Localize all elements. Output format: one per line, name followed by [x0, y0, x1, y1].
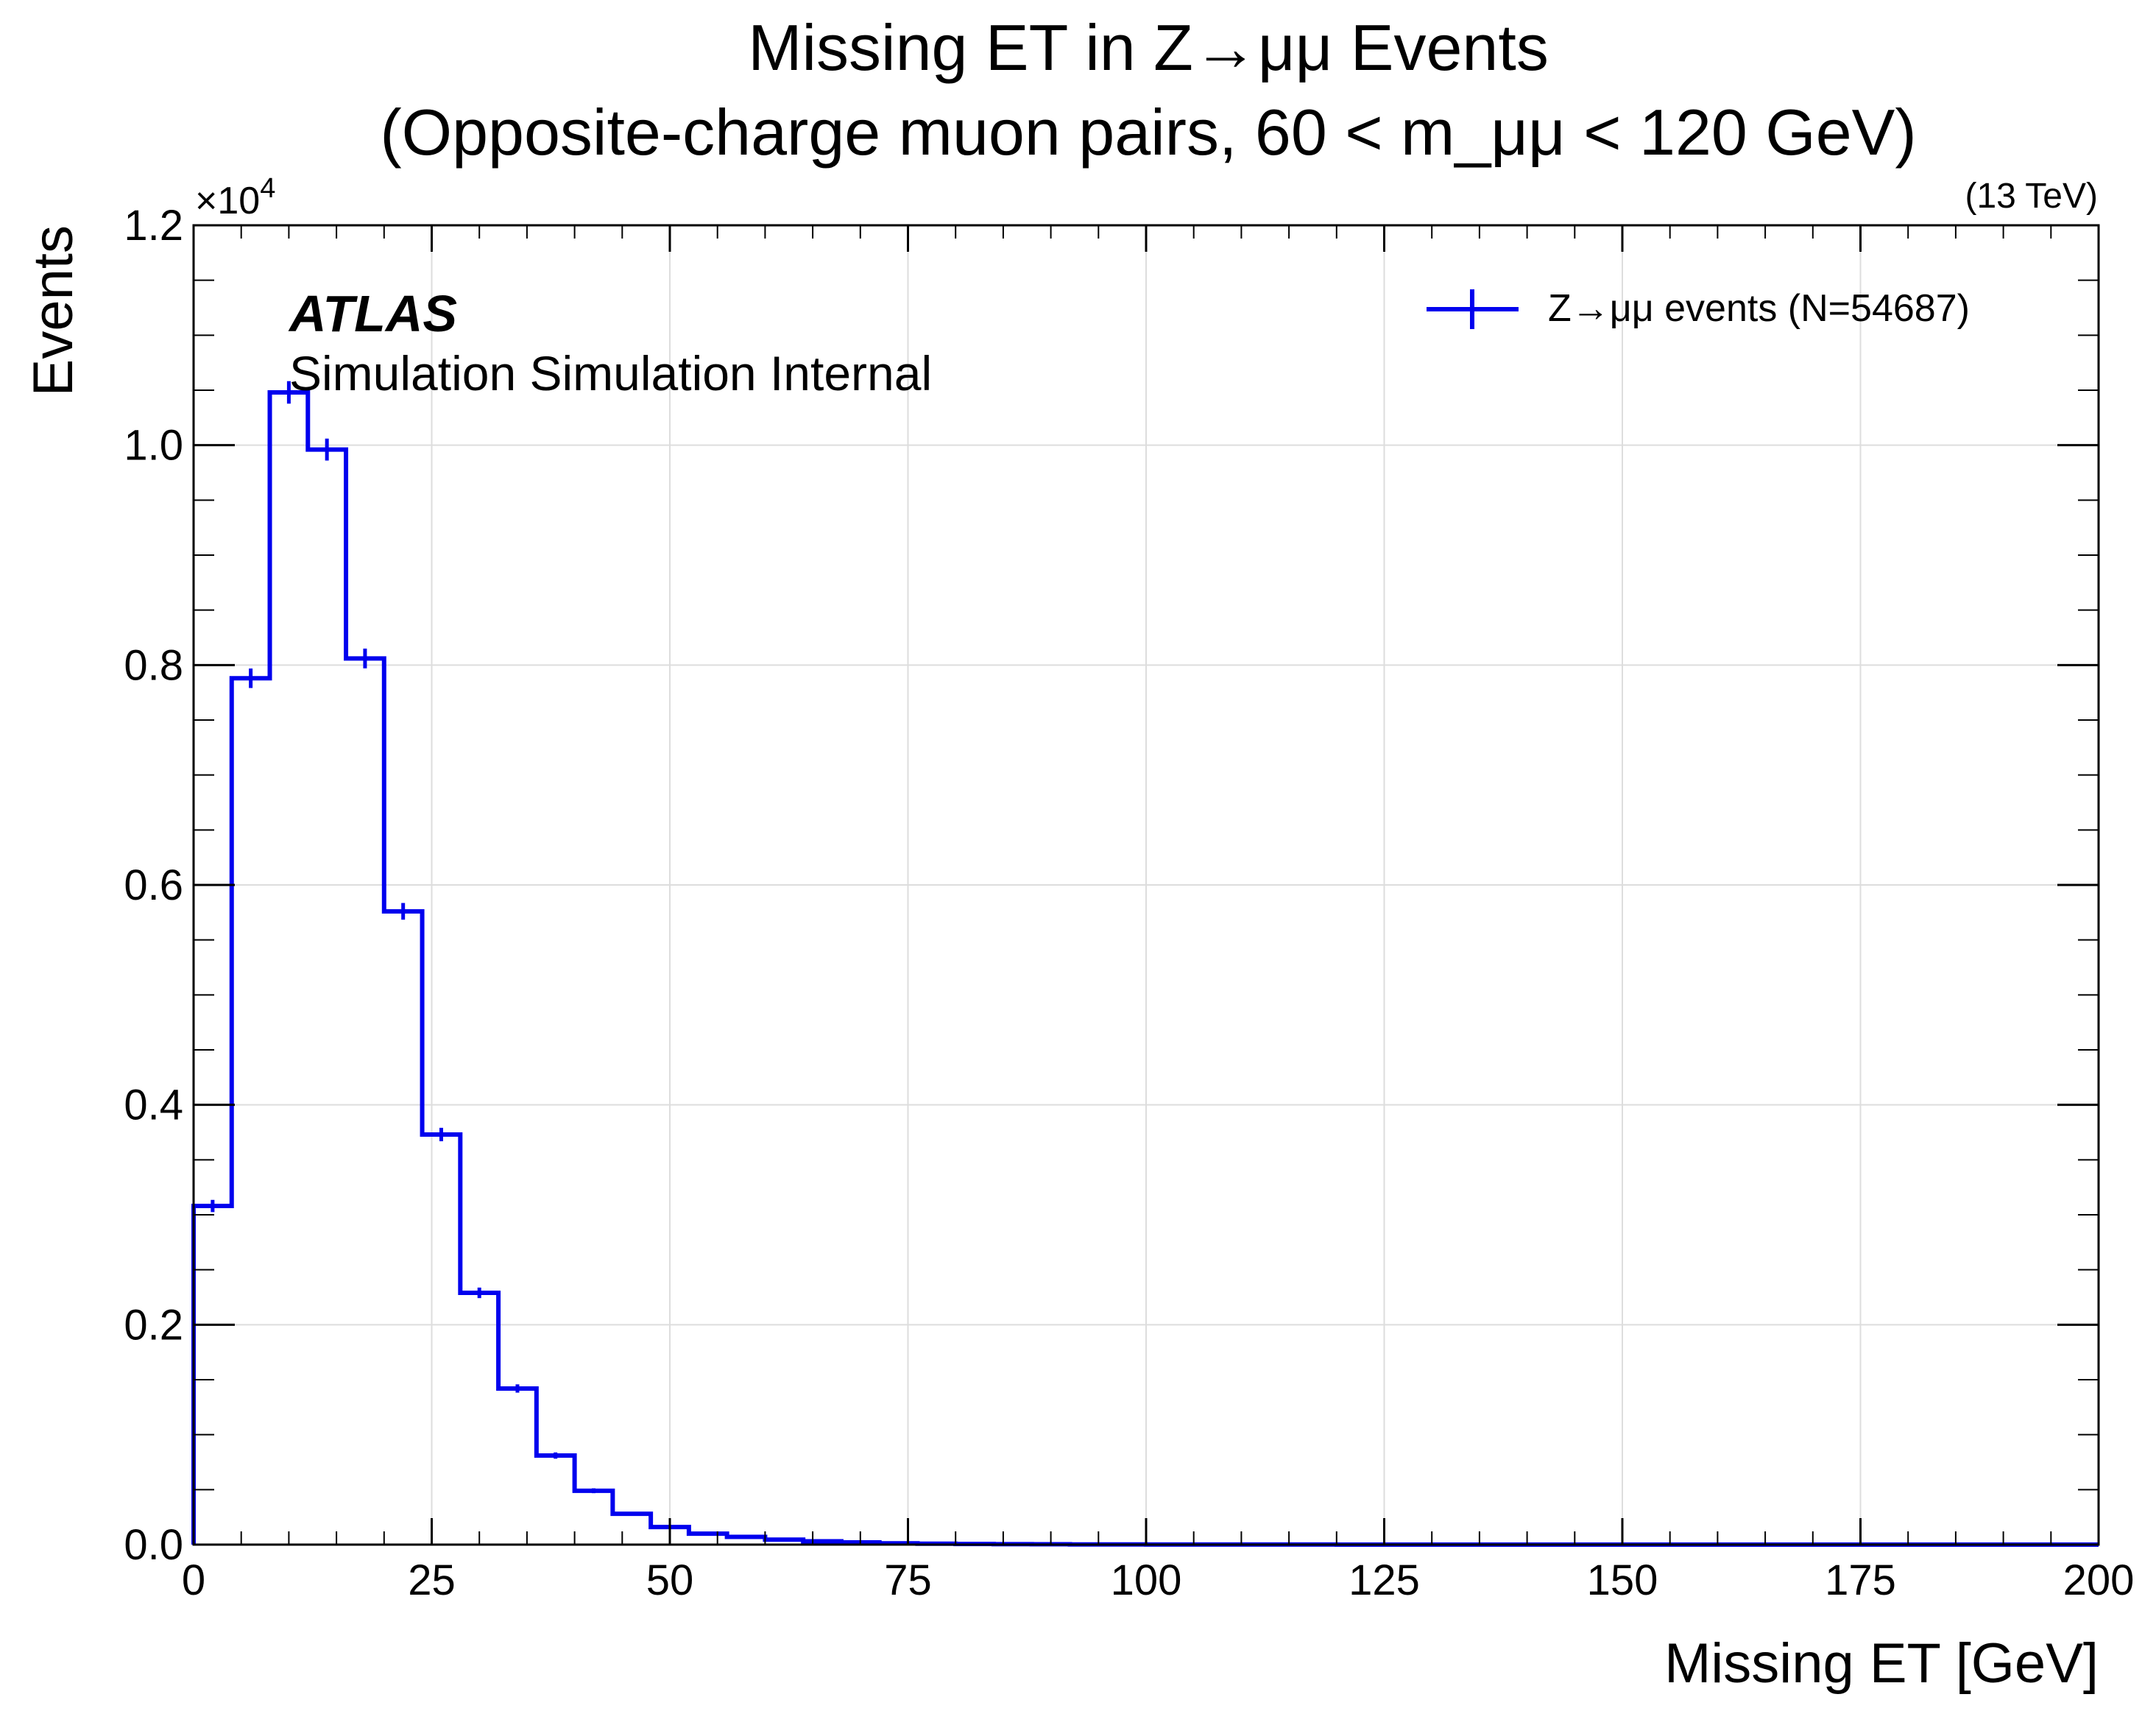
y-multiplier: ×104 — [195, 173, 275, 222]
x-tick-labels: 0 25 50 75 100 125 150 175 200 — [182, 1556, 2135, 1604]
x-tick-label: 25 — [408, 1556, 456, 1604]
chart-title-line1: Missing ET in Z→μμ Events — [748, 11, 1549, 84]
y-tick-label: 0.2 — [124, 1301, 183, 1349]
experiment-label: ATLAS — [288, 285, 457, 342]
x-tick-label: 175 — [1825, 1556, 1896, 1604]
chart-title-line2: (Opposite-charge muon pairs, 60 < m_μμ <… — [380, 96, 1916, 169]
energy-label: (13 TeV) — [1965, 177, 2098, 216]
y-tick-label: 0.0 — [124, 1521, 183, 1569]
x-tick-label: 200 — [2063, 1556, 2135, 1604]
x-tick-label: 50 — [646, 1556, 694, 1604]
y-multiplier-exponent: 4 — [260, 173, 275, 204]
x-tick-label: 150 — [1587, 1556, 1658, 1604]
x-tick-label: 125 — [1349, 1556, 1420, 1604]
x-tick-label: 0 — [182, 1556, 205, 1604]
plot-frame — [192, 224, 2100, 1546]
y-tick-label: 1.2 — [124, 202, 183, 250]
x-tick-label: 75 — [884, 1556, 932, 1604]
y-tick-label: 0.6 — [124, 861, 183, 909]
x-tick-label: 100 — [1111, 1556, 1182, 1604]
y-tick-label: 0.8 — [124, 641, 183, 689]
legend: Z→μμ events (N=54687) — [1427, 287, 1970, 330]
x-axis-label: Missing ET [GeV] — [1664, 1632, 2099, 1695]
axis-ticks — [192, 224, 2100, 1546]
legend-label: Z→μμ events (N=54687) — [1548, 287, 1970, 330]
y-tick-label: 0.4 — [124, 1082, 183, 1129]
y-tick-labels: 0.0 0.2 0.4 0.6 0.8 1.0 1.2 — [124, 202, 183, 1569]
status-label: Simulation Simulation Internal — [289, 346, 932, 401]
y-axis-label: Events — [22, 225, 85, 396]
y-tick-label: 1.0 — [124, 422, 183, 470]
y-multiplier-base: ×10 — [195, 180, 260, 222]
